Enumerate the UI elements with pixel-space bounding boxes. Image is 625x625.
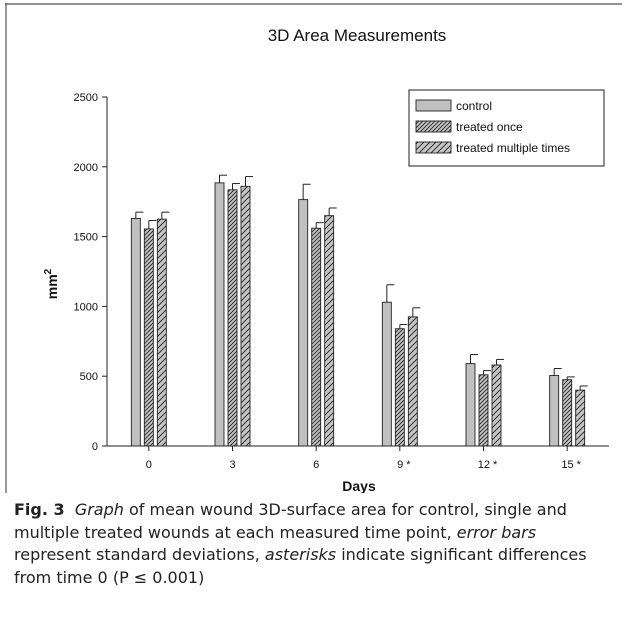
y-tick-label: 2000 bbox=[74, 162, 98, 174]
y-axis-label-base: mm bbox=[44, 274, 60, 299]
x-tick-label: 0 bbox=[146, 459, 152, 471]
x-tick-label: 6 bbox=[313, 459, 319, 471]
bar bbox=[562, 379, 573, 447]
caption-word-graph: Graph bbox=[74, 500, 124, 519]
chart-title: 3D Area Measurements bbox=[268, 26, 447, 45]
y-tick-label: 1000 bbox=[74, 301, 98, 313]
caption-word-error-bars: error bars bbox=[456, 522, 537, 542]
bar-chart: 3D Area Measurements mm2 Days 0 500 1000 15… bbox=[5, 3, 622, 493]
bar bbox=[575, 389, 586, 447]
bar bbox=[381, 301, 392, 447]
y-tick-label: 1500 bbox=[74, 232, 98, 244]
caption-text-1: of mean wound 3D-surface area for contro… bbox=[14, 500, 567, 542]
caption-label: Fig. 3 bbox=[14, 500, 65, 519]
x-axis-label: Days bbox=[342, 478, 376, 493]
x-tick-label: 12 * bbox=[478, 459, 498, 471]
legend-swatch bbox=[415, 99, 452, 112]
figure-caption: Fig. 3 Graph of mean wound 3D-surface ar… bbox=[14, 499, 614, 589]
caption-word-asterisks: asterisks bbox=[264, 545, 337, 564]
y-axis-label-superscript: 2 bbox=[43, 268, 54, 274]
bar bbox=[549, 375, 560, 447]
y-axis-label: mm2 bbox=[43, 268, 60, 299]
bar bbox=[214, 182, 225, 447]
bar bbox=[465, 363, 476, 447]
bar bbox=[324, 215, 335, 447]
legend-label: treated multiple times bbox=[456, 141, 570, 155]
y-tick-label: 0 bbox=[92, 441, 98, 453]
legend: control treated once treated multiple time… bbox=[408, 89, 605, 167]
axes: 0 500 1000 1500 2000 2500 0 3 6 9 * 12 * 15 * bbox=[74, 92, 609, 471]
legend-label: treated once bbox=[456, 120, 523, 134]
bar bbox=[478, 374, 489, 447]
bar bbox=[298, 199, 309, 447]
bar bbox=[240, 185, 251, 447]
bar bbox=[143, 228, 154, 447]
x-tick-label: 9 * bbox=[397, 459, 411, 471]
figure-frame: 3D Area Measurements mm2 Days 0 500 1000 15… bbox=[5, 3, 622, 623]
y-tick-label: 2500 bbox=[74, 92, 98, 104]
bar bbox=[156, 218, 167, 447]
legend-swatch bbox=[415, 120, 452, 133]
legend-swatch bbox=[415, 141, 452, 154]
bar bbox=[227, 189, 238, 447]
bar bbox=[130, 218, 141, 447]
legend-label: control bbox=[456, 99, 492, 113]
caption-text-3: indicate significant differences from ti… bbox=[14, 545, 587, 587]
bar bbox=[407, 316, 418, 447]
bar bbox=[491, 364, 502, 447]
y-tick-label: 500 bbox=[80, 371, 98, 383]
bars bbox=[130, 174, 588, 447]
x-tick-label: 3 bbox=[229, 459, 235, 471]
bar bbox=[311, 227, 322, 447]
x-tick-label: 15 * bbox=[561, 459, 581, 471]
svg-text:mm2: mm2 bbox=[43, 268, 60, 299]
bar bbox=[394, 328, 405, 447]
caption-text-2: represent standard deviations, bbox=[14, 545, 265, 564]
